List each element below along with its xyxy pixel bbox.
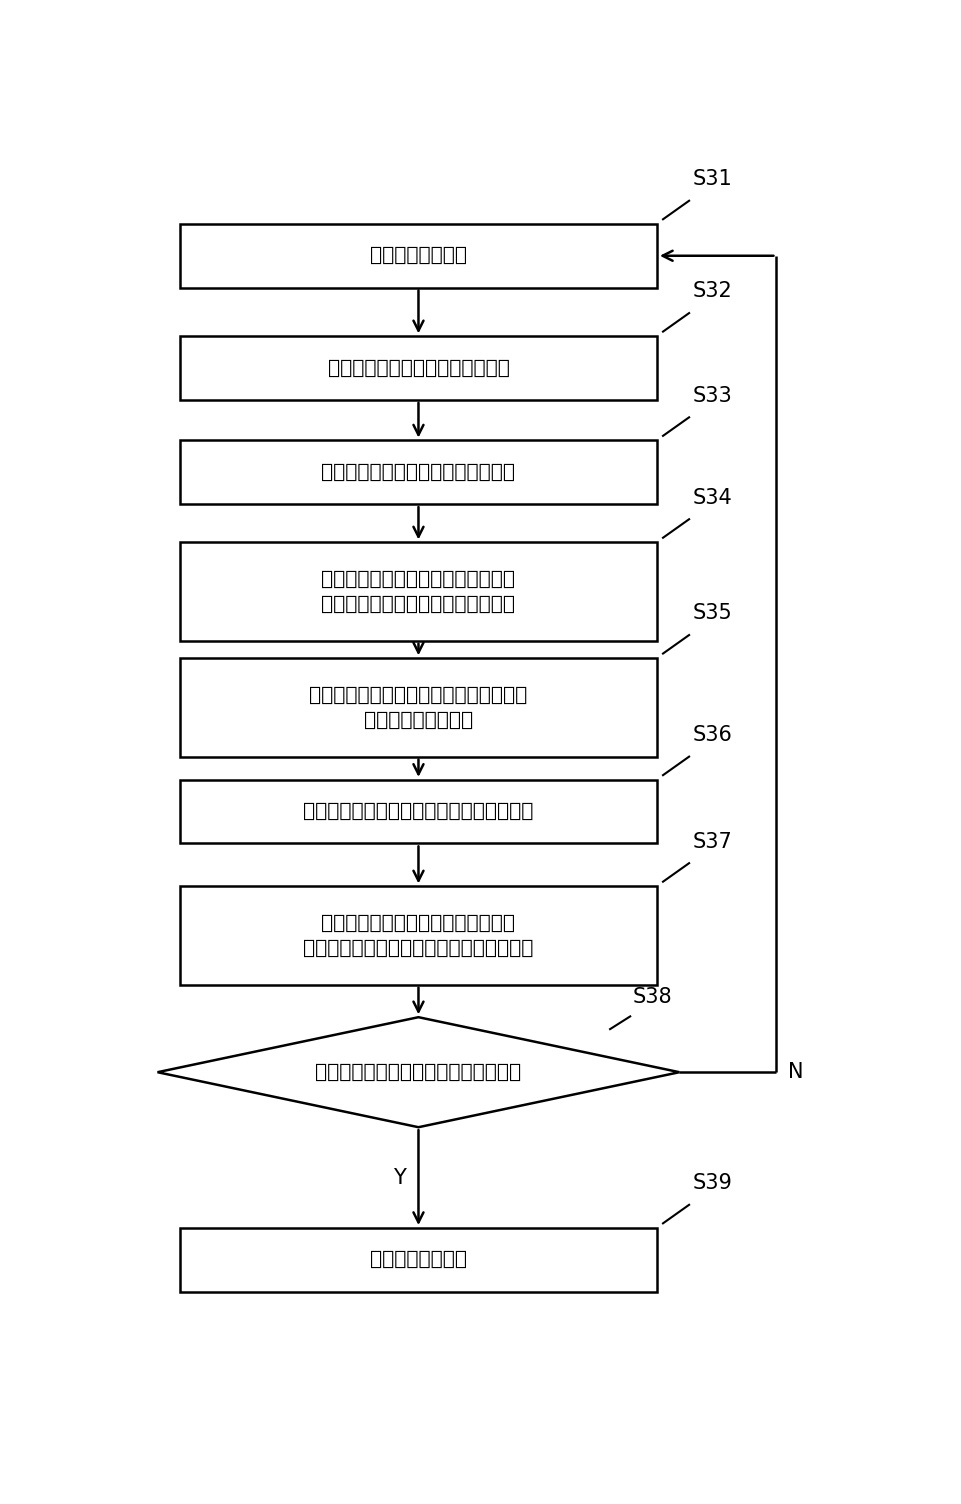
Text: S35: S35 bbox=[692, 603, 732, 624]
Text: S36: S36 bbox=[692, 725, 732, 744]
Text: 根据当前管电流、当前校正步长以及
上一次管电流，调整下一次校正步长: 根据当前管电流、当前校正步长以及 上一次管电流，调整下一次校正步长 bbox=[321, 570, 515, 614]
Text: S33: S33 bbox=[692, 385, 732, 406]
Text: S37: S37 bbox=[692, 832, 732, 851]
Text: S31: S31 bbox=[692, 168, 732, 190]
Bar bbox=[180, 337, 656, 400]
Text: S34: S34 bbox=[692, 487, 732, 508]
Text: S39: S39 bbox=[692, 1173, 732, 1193]
Text: 提取与当前管电流的差值最小的预设管电流: 提取与当前管电流的差值最小的预设管电流 bbox=[303, 802, 533, 821]
Text: S38: S38 bbox=[631, 987, 672, 1008]
Text: 结束当前灯丝校正: 结束当前灯丝校正 bbox=[370, 1250, 466, 1269]
Bar bbox=[180, 224, 656, 287]
Bar bbox=[180, 1227, 656, 1292]
Bar bbox=[180, 659, 656, 757]
Text: 获取当前灯丝电流: 获取当前灯丝电流 bbox=[370, 247, 466, 265]
Text: Y: Y bbox=[393, 1167, 406, 1188]
Text: 判断当前管电流是否达到管电流最大值: 判断当前管电流是否达到管电流最大值 bbox=[315, 1063, 521, 1081]
Text: 提取当前校正步长以及上一次管电流: 提取当前校正步长以及上一次管电流 bbox=[321, 463, 515, 481]
Bar bbox=[180, 441, 656, 504]
Text: 利用当前管电流以及当前灯丝电流，
计算与提取出的预设管电流对应的灯丝电流: 利用当前管电流以及当前灯丝电流， 计算与提取出的预设管电流对应的灯丝电流 bbox=[303, 913, 533, 958]
Polygon shape bbox=[158, 1017, 678, 1126]
Text: S32: S32 bbox=[692, 281, 732, 301]
Text: 基于当前灯丝电流以及下一次校正步长，
计算下一次灯丝电流: 基于当前灯丝电流以及下一次校正步长， 计算下一次灯丝电流 bbox=[309, 686, 527, 729]
Text: 利用当前灯丝电流得到当前管电流: 利用当前灯丝电流得到当前管电流 bbox=[327, 358, 509, 378]
Bar bbox=[180, 886, 656, 985]
Text: N: N bbox=[787, 1062, 802, 1083]
Bar bbox=[180, 543, 656, 641]
Bar bbox=[180, 779, 656, 844]
